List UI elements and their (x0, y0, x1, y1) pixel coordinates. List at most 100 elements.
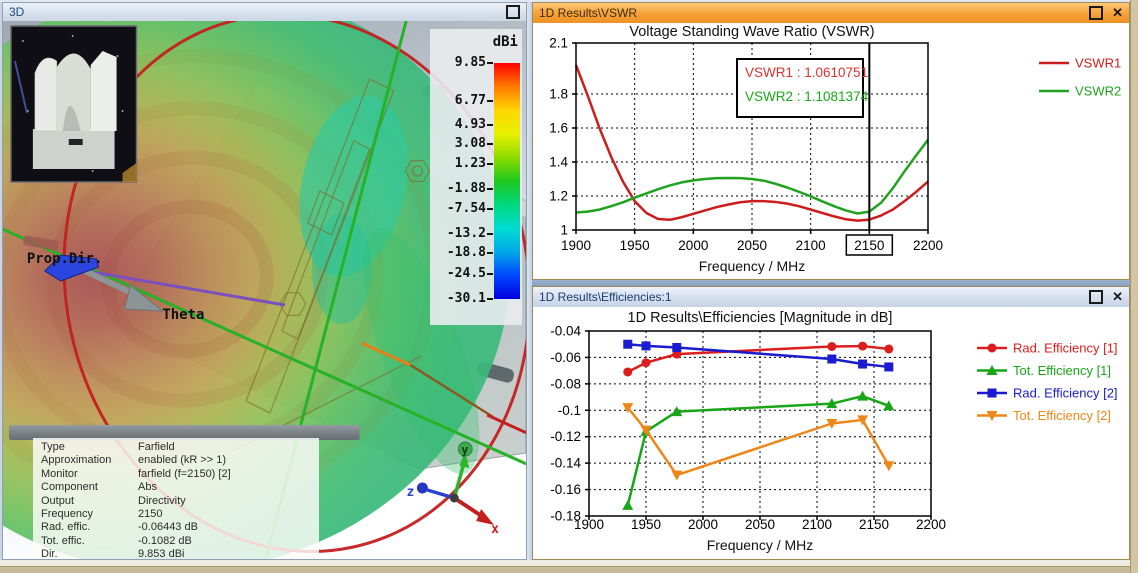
colorbar-tick-mark (487, 232, 493, 235)
colorbar-tick-mark (487, 298, 493, 300)
x-axis-label: Frequency / MHz (707, 537, 814, 553)
titlebar-vswr[interactable]: 1D Results\VSWR ✕ (533, 3, 1129, 23)
series-marker (827, 354, 837, 364)
colorbar-tick-mark (487, 62, 493, 64)
purple-direction-line (62, 265, 286, 307)
x-tick-label: 1950 (631, 517, 661, 532)
colorbar-tick-mark (487, 123, 493, 126)
legend-sample-marker (987, 343, 997, 353)
info-label: Rad. effic. (41, 521, 91, 534)
colorbar-tick-label: 1.23 (454, 155, 486, 171)
efficiencies-chart[interactable]: 1900 1950 2000 2050 2100 2150 2200 -0.04 -0.06 -0… (533, 307, 1129, 559)
series-marker (857, 415, 869, 426)
legend-sample-marker (987, 388, 997, 398)
series-marker (671, 470, 683, 481)
axis-z-label: z (406, 485, 414, 500)
info-value: enabled (kR >> 1) (138, 454, 227, 467)
3d-scene[interactable]: z y x Prop.Dir. Theta (3, 21, 526, 560)
info-value: Directivity (138, 494, 186, 507)
colorbar: dBi 9.85 6.77 4.93 3.08 1.23 -1.88 -7.54 -13.2 -… (430, 29, 522, 325)
series-marker (857, 390, 869, 401)
x-tick-label: 2100 (796, 238, 826, 253)
colorbar-tick-label: -7.54 (446, 200, 486, 216)
colorbar-tick-mark (487, 142, 493, 145)
titlebar-3d[interactable]: 3D (3, 3, 526, 21)
orange-feed-line (361, 341, 412, 367)
colorbar-tick-mark (487, 162, 493, 165)
info-table-row: Rad. effic. -0.06443 dB (33, 521, 319, 534)
series-line-tot-efficiency-1- (626, 394, 890, 506)
series-marker (826, 419, 838, 429)
frame-right-strip (1130, 0, 1138, 573)
series-marker (884, 362, 894, 372)
maximize-icon[interactable] (506, 5, 520, 19)
colorbar-gradient (494, 63, 520, 299)
y-tick-label: -0.16 (550, 482, 581, 497)
antenna-thumbnail (10, 25, 138, 183)
panel-3d: 3D (2, 2, 527, 560)
y-tick-label: 1.6 (549, 121, 568, 136)
series-marker (641, 358, 651, 368)
info-table-row: Output Directivity (33, 495, 319, 508)
red-plane-circle (62, 21, 526, 553)
info-table-row: Tot. effic. -0.1082 dB (33, 535, 319, 548)
info-label: Approximation (41, 454, 112, 467)
y-tick-label: 1.8 (549, 87, 568, 102)
legend-label: VSWR1 (1075, 56, 1121, 71)
x-tick-label: 2000 (678, 238, 708, 253)
x-tick-label: 2200 (916, 517, 946, 532)
series-marker (623, 367, 633, 377)
close-icon[interactable]: ✕ (1112, 289, 1123, 304)
info-value: farfield (f=2150) [2] (138, 467, 231, 480)
x-tick-label: 2050 (745, 517, 775, 532)
info-table-row: Dir. 9.853 dBi (33, 548, 319, 560)
legend-sample-marker (986, 411, 998, 421)
maximize-icon[interactable] (1089, 6, 1104, 20)
legend-sample-marker (986, 365, 998, 375)
titlebar-efficiencies[interactable]: 1D Results\Efficiencies:1 ✕ (533, 287, 1129, 307)
y-tick-label: -0.06 (550, 350, 581, 365)
maximize-icon[interactable] (1089, 290, 1104, 304)
3d-viewport[interactable]: z y x Prop.Dir. Theta (3, 21, 526, 560)
info-value: 9.853 dBi (138, 548, 185, 560)
x-tick-label: 2050 (737, 238, 767, 253)
x-tick-label: 2100 (802, 517, 832, 532)
red-line-segment (486, 413, 526, 435)
info-table-row: Component Abs (33, 481, 319, 494)
info-value: -0.06443 dB (138, 521, 198, 534)
colorbar-tick-label: 9.85 (454, 55, 486, 70)
y-tick-label: -0.12 (550, 429, 581, 444)
legend-label: Rad. Efficiency [1] (1013, 341, 1118, 356)
chart-title: 1D Results\Efficiencies [Magnitude in dB… (628, 310, 893, 326)
y-tick-label: -0.08 (550, 376, 581, 391)
colorbar-tick-label: -18.8 (446, 245, 486, 261)
close-icon[interactable]: ✕ (1112, 5, 1123, 20)
series-marker (826, 398, 838, 409)
colorbar-tick-mark (487, 100, 493, 103)
farfield-info-table: Type Farfield Approximation enabled (kR >> … (33, 438, 319, 560)
info-table-row: Frequency 2150 (33, 508, 319, 521)
boxed-tick-frame (845, 234, 894, 256)
series-marker (884, 344, 894, 354)
info-label: Frequency (41, 508, 93, 521)
marker-readout-text: VSWR2 : 1.1081374 (745, 89, 869, 104)
series-marker (640, 425, 652, 436)
y-tick-label: -0.14 (550, 456, 581, 471)
prop-dir-arrow (44, 254, 100, 282)
info-label: Output (41, 494, 75, 507)
theta-arrow (79, 266, 164, 312)
colorbar-tick-label: -13.2 (446, 225, 486, 241)
panel-vswr: 1D Results\VSWR ✕ VSWR1 : 1.0610751 VSWR2… (532, 2, 1130, 280)
series-marker (641, 341, 651, 351)
colorbar-tick-mark (487, 272, 493, 275)
colorbar-tick-label: -24.5 (446, 265, 486, 281)
y-tick-label: 2.1 (549, 36, 568, 51)
legend-label: VSWR2 (1075, 84, 1121, 99)
theta-label: Theta (162, 307, 204, 323)
vswr-chart[interactable]: VSWR1 : 1.0610751 VSWR2 : 1.1081374 1900 19… (533, 23, 1129, 279)
panel-splitter-vertical[interactable] (527, 2, 532, 560)
panel-splitter-horizontal[interactable] (532, 280, 1130, 286)
info-label: Monitor (41, 467, 78, 480)
x-tick-label: 2150 (859, 517, 889, 532)
